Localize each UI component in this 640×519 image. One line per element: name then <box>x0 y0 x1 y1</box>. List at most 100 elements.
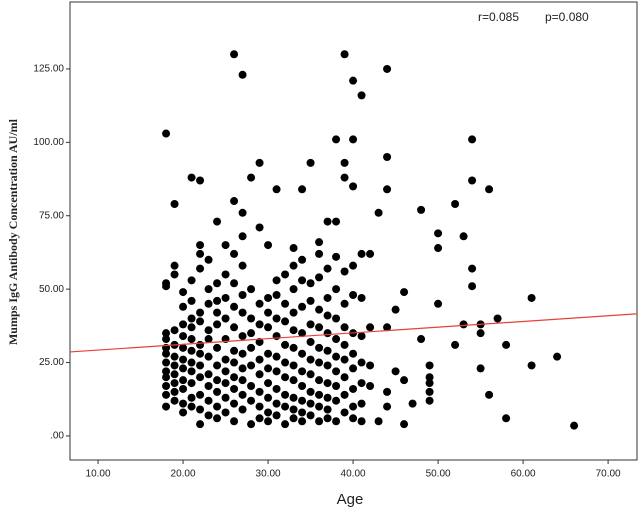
point <box>459 320 468 329</box>
y-tick-label: 50.00 <box>39 284 64 295</box>
point <box>476 364 485 373</box>
point <box>238 349 247 358</box>
point <box>281 270 290 279</box>
point <box>306 399 315 408</box>
point <box>170 270 179 279</box>
point <box>400 288 409 297</box>
point <box>400 420 409 429</box>
point <box>332 252 341 261</box>
point <box>502 340 511 349</box>
point <box>264 364 273 373</box>
y-tick-label: 100.00 <box>33 137 64 148</box>
x-tick-label: 50.00 <box>426 469 451 480</box>
point <box>391 305 400 314</box>
point <box>315 238 324 247</box>
point <box>425 361 434 370</box>
point <box>383 387 392 396</box>
point <box>298 329 307 338</box>
point <box>247 396 256 405</box>
point <box>323 264 332 273</box>
x-tick-label: 40.00 <box>341 469 366 480</box>
point <box>306 158 315 167</box>
point <box>213 361 222 370</box>
point <box>162 358 171 367</box>
point <box>289 414 298 423</box>
point <box>272 352 281 361</box>
point <box>230 384 239 393</box>
point <box>340 323 349 332</box>
point <box>162 382 171 391</box>
point <box>247 343 256 352</box>
point <box>357 417 366 426</box>
point <box>340 158 349 167</box>
point <box>187 173 196 182</box>
point <box>187 379 196 388</box>
point <box>349 76 358 85</box>
point <box>264 293 273 302</box>
point <box>468 176 477 185</box>
point <box>315 343 324 352</box>
point <box>170 326 179 335</box>
point <box>357 249 366 258</box>
point <box>357 358 366 367</box>
point <box>315 358 324 367</box>
point <box>281 358 290 367</box>
y-tick-label: 75.00 <box>39 210 64 221</box>
point <box>332 417 341 426</box>
point <box>298 417 307 426</box>
point <box>238 70 247 79</box>
point <box>272 367 281 376</box>
point <box>204 299 213 308</box>
point <box>179 376 188 385</box>
point <box>306 355 315 364</box>
point <box>349 384 358 393</box>
point <box>230 323 239 332</box>
point <box>213 279 222 288</box>
point <box>332 335 341 344</box>
point <box>230 346 239 355</box>
point <box>204 326 213 335</box>
point <box>366 382 375 391</box>
point <box>255 320 264 329</box>
point <box>332 135 341 144</box>
point <box>247 361 256 370</box>
point <box>289 285 298 294</box>
point <box>213 343 222 352</box>
point <box>400 376 409 385</box>
point <box>289 361 298 370</box>
point <box>162 373 171 382</box>
point <box>170 352 179 361</box>
point <box>187 393 196 402</box>
point <box>459 232 468 241</box>
point <box>204 335 213 344</box>
point <box>340 299 349 308</box>
point <box>306 320 315 329</box>
point <box>264 349 273 358</box>
point <box>247 314 256 323</box>
point <box>340 340 349 349</box>
point <box>255 402 264 411</box>
point <box>230 417 239 426</box>
point <box>213 402 222 411</box>
point <box>323 405 332 414</box>
point <box>323 393 332 402</box>
point <box>247 173 256 182</box>
point <box>434 244 443 253</box>
point <box>357 332 366 341</box>
point <box>238 332 247 341</box>
point <box>204 255 213 264</box>
point <box>281 373 290 382</box>
point <box>238 390 247 399</box>
point <box>264 408 273 417</box>
point <box>179 343 188 352</box>
point <box>476 329 485 338</box>
point <box>187 367 196 376</box>
point <box>349 349 358 358</box>
point <box>162 367 171 376</box>
point <box>179 408 188 417</box>
point <box>357 399 366 408</box>
point <box>417 205 426 214</box>
point <box>340 173 349 182</box>
point <box>187 276 196 285</box>
